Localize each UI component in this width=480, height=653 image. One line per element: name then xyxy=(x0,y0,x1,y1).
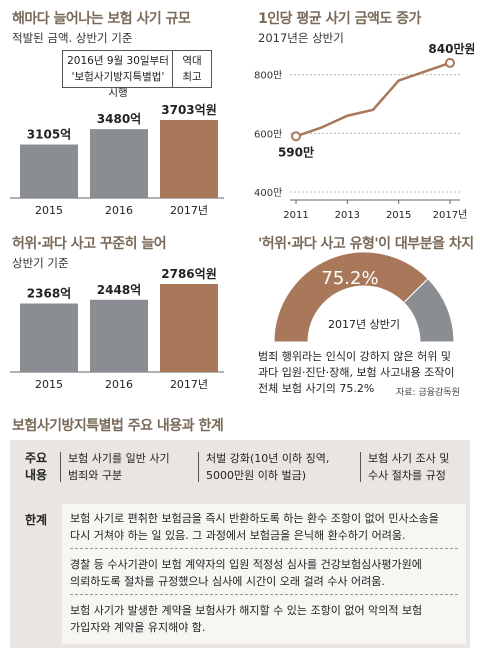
main-item-1-line1: 보험 사기를 일반 사기 xyxy=(68,452,170,465)
limit-item-3-line2: 가입자와 계약을 유지해야 함. xyxy=(70,621,206,634)
x-tick-label: 2011 xyxy=(283,210,308,220)
law-summary-table: 주요 내용 보험 사기를 일반 사기 범죄와 구분 처벌 강화(10년 이하 징… xyxy=(10,440,470,648)
limits-box: 보험 사기로 편취한 보험금을 즉시 반환하도록 하는 환수 조항이 없어 민사… xyxy=(62,504,466,644)
dashed-divider xyxy=(70,594,458,595)
panel2-title: 1인당 평균 사기 금액도 증가 xyxy=(258,11,421,27)
main-content-header-line2: 내용 xyxy=(24,468,48,482)
bar-value-label: 3480억 xyxy=(97,112,141,126)
panel4-callout-line2: 과다 입원·진단·장해, 보험 사고내용 조작이 xyxy=(258,366,455,379)
main-item-2-line1: 처벌 강화(10년 이하 징역, xyxy=(206,452,330,465)
limit-item-2: 경찰 등 수사기관이 보험 계약자의 입원 적정성 심사를 건강보험심사평가원에… xyxy=(70,556,458,590)
main-item-3: 보험 사기 조사 및 수사 절차를 규정 xyxy=(368,450,449,484)
limit-item-3-line1: 보험 사기가 발생한 계약을 보험사가 해지할 수 있는 조항이 없어 악의적 … xyxy=(70,604,423,617)
bar-2016 xyxy=(90,299,148,372)
limit-item-2-line1: 경찰 등 수사기관이 보험 계약자의 입원 적정성 심사를 건강보험심사평가원에 xyxy=(70,558,422,571)
panel1-record-note-line2: 최고 xyxy=(182,71,202,83)
x-tick-label: 2017년 xyxy=(433,209,468,220)
table-title: 보험사기방지특별법 주요 내용과 한계 xyxy=(12,418,224,434)
donut-center-label: 2017년 상반기 xyxy=(328,318,400,331)
panel1-record-note: 역대 최고 xyxy=(172,50,212,88)
x-tick-label: 2016 xyxy=(105,378,133,391)
bar-chart-false-accidents: 2368억 2015 2448억 2016 2786억원 2017년 xyxy=(10,267,224,391)
y-tick-label: 400만 xyxy=(254,187,282,199)
x-tick-label: 2015 xyxy=(386,210,411,220)
bar-value-label: 2448억 xyxy=(97,283,141,297)
main-item-3-line2: 수사 절차를 규정 xyxy=(368,469,446,482)
panel1-law-note-line1: 2016년 9월 30일부터 xyxy=(67,55,169,67)
bar-2015 xyxy=(20,144,78,198)
panel1-law-note-line2: '보험사기방지특별법' 시행 xyxy=(71,71,165,99)
source-note: 자료: 금융감독원 xyxy=(396,388,460,398)
y-tick-label: 600만 xyxy=(254,128,282,140)
main-item-3-line1: 보험 사기 조사 및 xyxy=(368,452,450,465)
panel4-callout-line3: 전체 보험 사기의 75.2% xyxy=(258,382,375,395)
bar-2015 xyxy=(20,303,78,372)
donut-slice xyxy=(273,251,429,343)
limit-item-1-line1: 보험 사기로 편취한 보험금을 즉시 반환하도록 하는 환수 조항이 없어 민사… xyxy=(70,512,439,525)
panel4-callout-line1: 범죄 행위라는 인식이 강하지 않은 허위 및 xyxy=(258,350,452,363)
data-point xyxy=(445,57,455,68)
main-item-1-line2: 범죄와 구분 xyxy=(68,469,123,482)
panel1-subtitle: 적발된 금액. 상반기 기준 xyxy=(12,31,133,45)
donut-slice xyxy=(403,278,455,343)
main-item-2: 처벌 강화(10년 이하 징역, 5000만원 이하 벌금) xyxy=(206,450,329,484)
x-tick-label: 2017년 xyxy=(170,378,208,391)
bar-2017년 xyxy=(160,284,218,372)
x-tick-label: 2017년 xyxy=(170,204,208,217)
main-content-header: 주요 내용 xyxy=(16,450,56,484)
divider xyxy=(360,452,361,482)
x-tick-label: 2016 xyxy=(105,204,133,217)
panel4-callout: 범죄 행위라는 인식이 강하지 않은 허위 및 과다 입원·진단·장해, 보험 … xyxy=(258,349,473,397)
x-tick-label: 2013 xyxy=(335,210,360,220)
limit-item-2-line2: 의뢰하도록 절차를 규정했으나 심사에 시간이 오래 걸려 수사 어려움. xyxy=(70,575,385,588)
series-line xyxy=(295,61,451,138)
limit-item-1: 보험 사기로 편취한 보험금을 즉시 반환하도록 하는 환수 조항이 없어 민사… xyxy=(70,510,458,544)
limit-item-3: 보험 사기가 발생한 계약을 보험사가 해지할 수 있는 조항이 없어 악의적 … xyxy=(70,602,458,636)
panel1-title: 해마다 늘어나는 보험 사기 규모 xyxy=(12,11,191,27)
y-tick-label: 800만 xyxy=(254,70,282,82)
panel3-title: 허위·과다 사고 꾸준히 늘어 xyxy=(12,236,167,252)
panel4-title: '허위·과다 사고 유형'이 대부분을 차지 xyxy=(258,236,474,252)
divider xyxy=(60,452,61,482)
main-item-2-line2: 5000만원 이하 벌금) xyxy=(206,469,306,482)
main-content-row: 주요 내용 보험 사기를 일반 사기 범죄와 구분 처벌 강화(10년 이하 징… xyxy=(10,448,470,484)
bar-chart-fraud-amount: 3105억 2015 3480억 2016 3703억원 2017년 xyxy=(10,103,224,217)
limits-header: 한계 xyxy=(24,513,48,527)
panel3-subtitle: 상반기 기준 xyxy=(12,256,69,270)
x-tick-label: 2015 xyxy=(35,378,63,391)
donut-value-label: 75.2% xyxy=(321,268,378,289)
panel1-record-note-line1: 역대 xyxy=(182,55,202,67)
dashed-divider xyxy=(70,548,458,549)
divider xyxy=(198,452,199,482)
bar-value-label: 3703억원 xyxy=(161,103,216,117)
panel1-law-note: 2016년 9월 30일부터 '보험사기방지특별법' 시행 xyxy=(62,50,174,99)
bar-2016 xyxy=(90,129,148,198)
data-point xyxy=(291,131,301,142)
data-label-last: 840만원 xyxy=(428,41,474,56)
main-item-1: 보험 사기를 일반 사기 범죄와 구분 xyxy=(68,450,170,484)
main-content-header-line1: 주요 xyxy=(24,451,48,465)
bar-2017년 xyxy=(160,120,218,198)
panel2-subtitle: 2017년은 상반기 xyxy=(258,31,344,45)
bar-value-label: 3105억 xyxy=(27,128,71,142)
half-donut-share: 75.2% 2017년 상반기 xyxy=(273,251,455,343)
limit-item-1-line2: 다시 거쳐야 하는 일 있음. 그 과정에서 보험금을 은닉해 환수하기 어려움… xyxy=(70,529,406,542)
line-chart-average-amount: 400만 600만 800만 2011 2013 2015 2017년 590만 840만원 xyxy=(254,41,474,220)
x-tick-label: 2015 xyxy=(35,204,63,217)
data-label-first: 590만 xyxy=(278,144,314,159)
bar-value-label: 2786억원 xyxy=(161,267,216,281)
bar-value-label: 2368억 xyxy=(27,287,71,301)
